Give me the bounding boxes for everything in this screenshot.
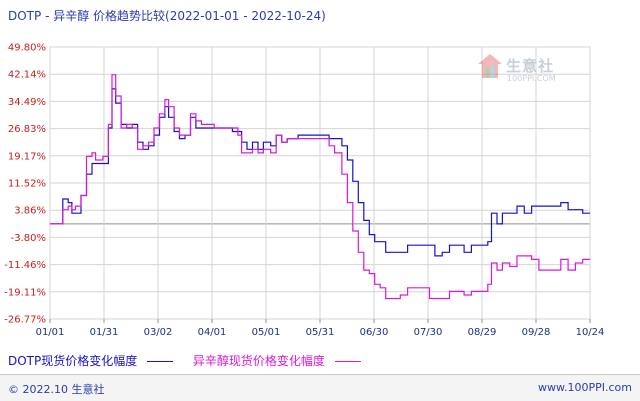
house-logo-icon bbox=[478, 54, 502, 78]
x-tick-label: 01/31 bbox=[90, 327, 119, 338]
y-tick-label: 34.49% bbox=[8, 97, 46, 108]
site-link[interactable]: www.100PPI.com bbox=[538, 381, 632, 394]
grid-layer bbox=[49, 46, 591, 320]
series-line-isooctanol bbox=[50, 74, 590, 300]
x-tick-label: 10/24 bbox=[576, 327, 605, 338]
x-tick-label: 07/30 bbox=[414, 327, 443, 338]
y-tick-label: 3.86% bbox=[14, 206, 46, 217]
x-tick-label: 06/30 bbox=[360, 327, 389, 338]
y-tick-label: 49.80% bbox=[8, 43, 46, 54]
legend-swatch-isooctanol bbox=[334, 361, 361, 362]
x-tick-label: 05/01 bbox=[252, 327, 281, 338]
x-tick-label: 09/28 bbox=[522, 327, 551, 338]
y-tick-label: 42.14% bbox=[8, 70, 46, 81]
y-tick-label: 11.52% bbox=[8, 179, 46, 190]
x-tick-label: 08/29 bbox=[468, 327, 497, 338]
chart-title: DOTP - 异辛醇 价格趋势比较(2022-01-01 - 2022-10-2… bbox=[8, 9, 326, 23]
x-tick-label: 01/01 bbox=[36, 327, 65, 338]
y-tick-label: -19.11% bbox=[4, 287, 46, 298]
legend-swatch-dotp bbox=[147, 361, 174, 362]
y-tick-label: 19.17% bbox=[8, 151, 46, 162]
y-tick-label: 26.83% bbox=[8, 124, 46, 135]
series-layer bbox=[50, 74, 590, 300]
x-tick-label: 03/02 bbox=[144, 327, 173, 338]
legend-label-dotp: DOTP现货价格变化幅度 bbox=[8, 354, 138, 368]
y-tick-label: -26.77% bbox=[4, 315, 46, 326]
y-tick-label: -11.46% bbox=[4, 260, 46, 271]
x-axis: 01/01 01/31 03/02 04/01 05/01 05/31 06/30 07/30… bbox=[36, 319, 605, 338]
y-tick-label: -3.80% bbox=[11, 233, 46, 244]
copyright-text: © 2022.10 生意社 bbox=[8, 383, 105, 396]
watermark-url: 100PPI.COM bbox=[507, 74, 556, 83]
x-tick-label: 04/01 bbox=[198, 327, 227, 338]
legend-item-dotp: DOTP现货价格变化幅度 bbox=[8, 352, 174, 369]
legend-label-isooctanol: 异辛醇现货价格变化幅度 bbox=[192, 354, 325, 368]
watermark-name: 生意社 bbox=[506, 57, 555, 75]
watermark: 生意社 100PPI.COM bbox=[476, 52, 556, 84]
x-tick-label: 05/31 bbox=[306, 327, 335, 338]
legend-item-isooctanol: 异辛醇现货价格变化幅度 bbox=[193, 352, 361, 369]
legend: DOTP现货价格变化幅度 异辛醇现货价格变化幅度 bbox=[8, 352, 377, 369]
footer: © 2022.10 生意社 www.100PPI.com bbox=[0, 374, 640, 401]
y-axis: 49.80% 42.14% 34.49% 26.83% 19.17% 11.52% 3.86… bbox=[4, 43, 46, 326]
